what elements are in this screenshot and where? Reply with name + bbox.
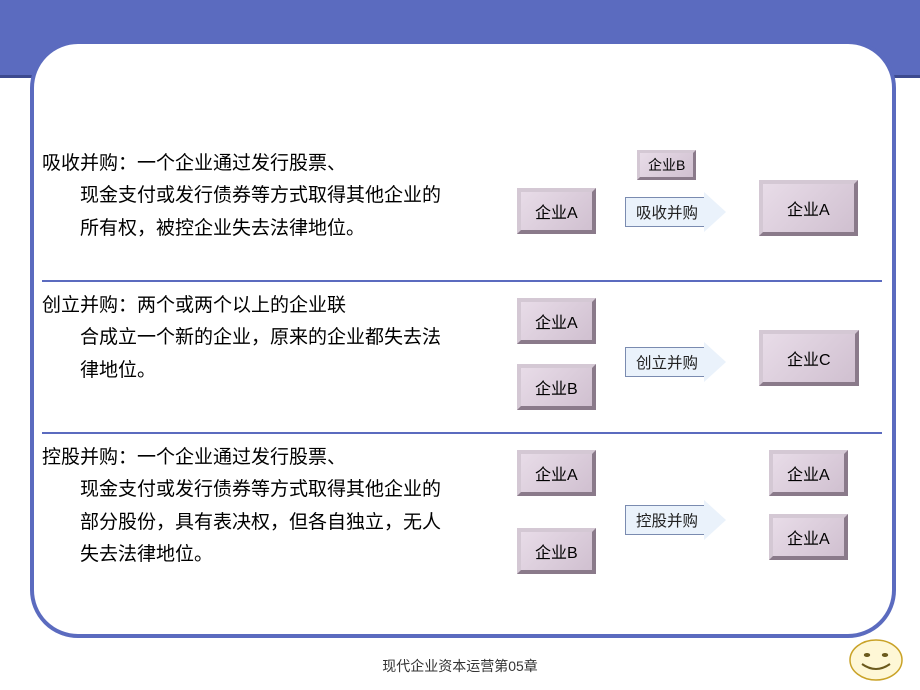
box-company-b: 企业B: [517, 528, 596, 574]
arrow-head-icon: [704, 342, 726, 382]
arrow-head-icon: [704, 500, 726, 540]
section-establish: 创立并购：两个或两个以上的企业联 合成立一个新的企业，原来的企业都失去法律地位。…: [42, 282, 882, 434]
title-holding: 控股并购：: [42, 447, 137, 468]
box-result-a1: 企业A: [769, 450, 848, 496]
arrow-label: 创立并购: [625, 347, 705, 377]
text-establish: 创立并购：两个或两个以上的企业联 合成立一个新的企业，原来的企业都失去法律地位。: [42, 290, 457, 387]
title-absorb: 吸收并购：: [42, 153, 137, 174]
text-absorb: 吸收并购：一个企业通过发行股票、 现金支付或发行债券等方式取得其他企业的所有权，…: [42, 148, 457, 245]
footer-text: 现代企业资本运营第05章: [0, 656, 920, 676]
desc-absorb-first: 一个企业通过发行股票、: [137, 153, 346, 174]
text-holding: 控股并购：一个企业通过发行股票、 现金支付或发行债券等方式取得其他企业的部分股份…: [42, 442, 457, 571]
box-company-a: 企业A: [517, 188, 596, 234]
diagram-holding: 企业A 企业B 控股并购 企业A 企业A: [457, 442, 882, 582]
smiley-icon: [848, 634, 904, 682]
arrow-label: 吸收并购: [625, 197, 705, 227]
section-holding: 控股并购：一个企业通过发行股票、 现金支付或发行债券等方式取得其他企业的部分股份…: [42, 434, 882, 594]
arrow-holding: 控股并购: [625, 500, 726, 540]
desc-holding-rest: 现金支付或发行债券等方式取得其他企业的部分股份，具有表决权，但各自独立，无人失去…: [42, 474, 451, 571]
desc-establish-rest: 合成立一个新的企业，原来的企业都失去法律地位。: [42, 322, 451, 387]
box-company-b: 企业B: [637, 150, 696, 180]
arrow-head-icon: [704, 192, 726, 232]
box-company-b: 企业B: [517, 364, 596, 410]
desc-establish-first: 两个或两个以上的企业联: [137, 295, 346, 316]
box-company-a: 企业A: [517, 450, 596, 496]
arrow-establish: 创立并购: [625, 342, 726, 382]
desc-absorb-rest: 现金支付或发行债券等方式取得其他企业的所有权，被控企业失去法律地位。: [42, 180, 451, 245]
title-establish: 创立并购：: [42, 295, 137, 316]
box-result-a2: 企业A: [769, 514, 848, 560]
diagram-establish: 企业A 企业B 创立并购 企业C: [457, 290, 882, 420]
box-result-a: 企业A: [759, 180, 858, 236]
box-company-a: 企业A: [517, 298, 596, 344]
diagram-absorb: 企业A 企业B 吸收并购 企业A: [457, 148, 882, 268]
section-absorb: 吸收并购：一个企业通过发行股票、 现金支付或发行债券等方式取得其他企业的所有权，…: [42, 140, 882, 282]
box-result-c: 企业C: [759, 330, 859, 386]
arrow-label: 控股并购: [625, 505, 705, 535]
desc-holding-first: 一个企业通过发行股票、: [137, 447, 346, 468]
content-area: 吸收并购：一个企业通过发行股票、 现金支付或发行债券等方式取得其他企业的所有权，…: [42, 140, 882, 594]
arrow-absorb: 吸收并购: [625, 192, 726, 232]
